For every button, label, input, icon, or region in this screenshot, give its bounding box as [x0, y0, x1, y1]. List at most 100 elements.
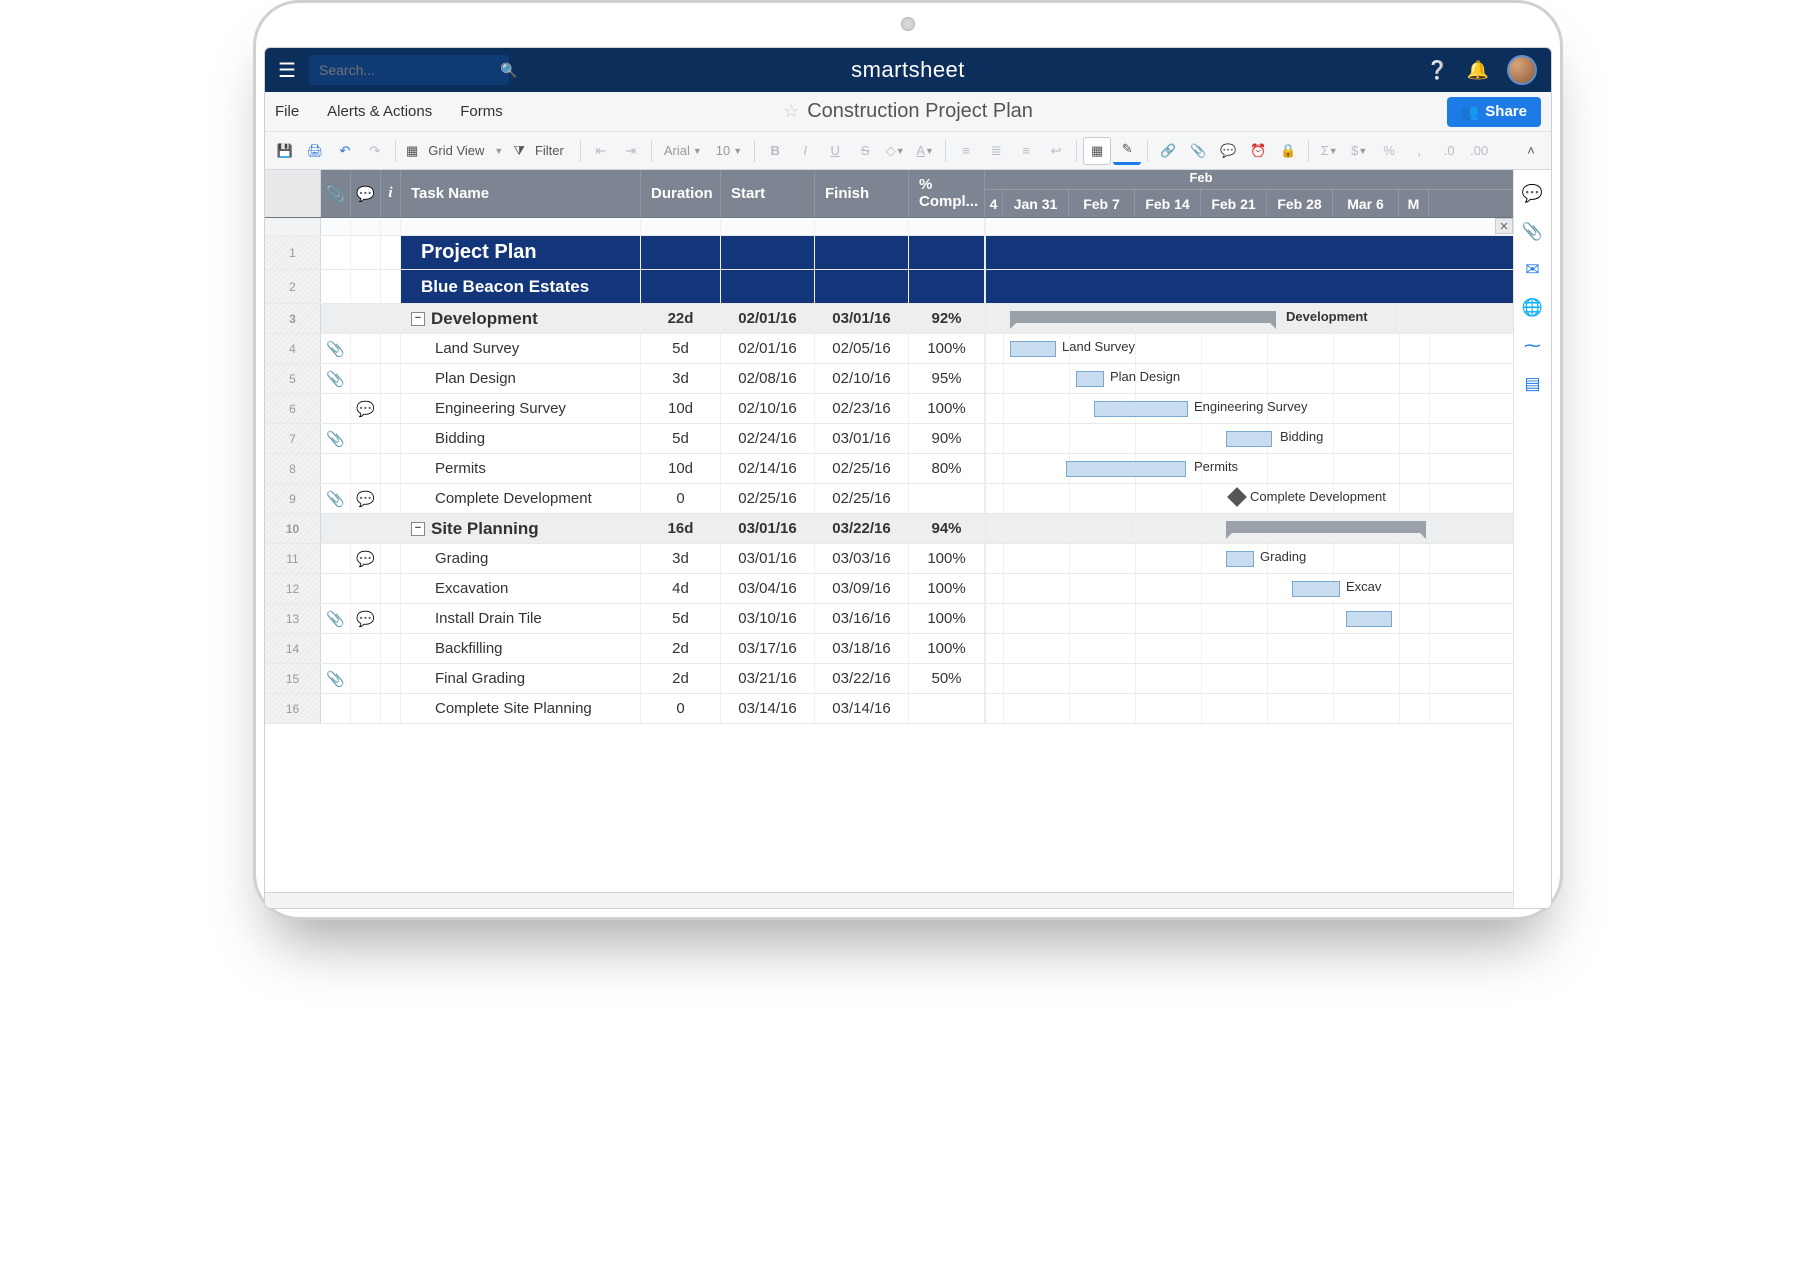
- search-box[interactable]: 🔍: [309, 55, 509, 85]
- indent-icon[interactable]: ⇥: [617, 137, 645, 165]
- pct-cell[interactable]: 92%: [909, 304, 985, 333]
- align-right-icon[interactable]: ≡: [1012, 137, 1040, 165]
- pct-cell[interactable]: 90%: [909, 424, 985, 453]
- pct-cell[interactable]: 100%: [909, 634, 985, 663]
- start-header[interactable]: Start: [721, 170, 815, 217]
- duration-cell[interactable]: 5d: [641, 604, 721, 633]
- finish-cell[interactable]: 03/03/16: [815, 544, 909, 573]
- pct-cell[interactable]: [909, 236, 985, 269]
- menu-alerts[interactable]: Alerts & Actions: [327, 103, 432, 120]
- task-header[interactable]: Task Name: [401, 170, 641, 217]
- percent-icon[interactable]: %: [1375, 137, 1403, 165]
- pct-cell[interactable]: 94%: [909, 514, 985, 543]
- gantt-bar[interactable]: [1094, 401, 1188, 417]
- font-select[interactable]: Arial▼: [658, 143, 708, 158]
- start-cell[interactable]: 02/14/16: [721, 454, 815, 483]
- outdent-icon[interactable]: ⇤: [587, 137, 615, 165]
- rail-activity-icon[interactable]: ⁓: [1524, 336, 1541, 356]
- italic-icon[interactable]: I: [791, 137, 819, 165]
- duration-cell[interactable]: 2d: [641, 664, 721, 693]
- row-attach-cell[interactable]: 📎: [321, 424, 351, 453]
- gantt-summary-bar[interactable]: [1226, 521, 1426, 533]
- finish-cell[interactable]: 03/14/16: [815, 694, 909, 723]
- pct-cell[interactable]: 100%: [909, 604, 985, 633]
- dec-inc-icon[interactable]: .0: [1435, 137, 1463, 165]
- table-row[interactable]: 9📎💬Complete Development002/25/1602/25/16…: [265, 484, 1513, 514]
- table-row[interactable]: 1Project Plan: [265, 236, 1513, 270]
- rail-attach-icon[interactable]: 📎: [1522, 222, 1543, 242]
- start-cell[interactable]: [721, 270, 815, 303]
- wrap-icon[interactable]: ↩: [1042, 137, 1070, 165]
- gantt-bar[interactable]: [1346, 611, 1392, 627]
- finish-cell[interactable]: [815, 236, 909, 269]
- duration-cell[interactable]: 3d: [641, 364, 721, 393]
- table-row[interactable]: 13📎💬Install Drain Tile5d03/10/1603/16/16…: [265, 604, 1513, 634]
- bold-icon[interactable]: B: [761, 137, 789, 165]
- duration-cell[interactable]: 22d: [641, 304, 721, 333]
- start-cell[interactable]: 02/08/16: [721, 364, 815, 393]
- task-cell[interactable]: Bidding: [401, 424, 641, 453]
- align-left-icon[interactable]: ≡: [952, 137, 980, 165]
- avatar[interactable]: [1507, 55, 1537, 85]
- menu-forms[interactable]: Forms: [460, 103, 503, 120]
- finish-cell[interactable]: 03/22/16: [815, 514, 909, 543]
- start-cell[interactable]: 03/21/16: [721, 664, 815, 693]
- table-row[interactable]: 8Permits10d02/14/1602/25/1680%Permits: [265, 454, 1513, 484]
- duration-cell[interactable]: 10d: [641, 394, 721, 423]
- undo-icon[interactable]: ↶: [331, 137, 359, 165]
- task-cell[interactable]: Install Drain Tile: [401, 604, 641, 633]
- duration-cell[interactable]: 5d: [641, 424, 721, 453]
- finish-cell[interactable]: 02/25/16: [815, 484, 909, 513]
- sum-icon[interactable]: Σ▼: [1315, 137, 1343, 165]
- start-cell[interactable]: 02/01/16: [721, 304, 815, 333]
- duration-cell[interactable]: 16d: [641, 514, 721, 543]
- dec-dec-icon[interactable]: .00: [1465, 137, 1493, 165]
- pct-cell[interactable]: [909, 484, 985, 513]
- pct-cell[interactable]: 100%: [909, 334, 985, 363]
- gantt-bar[interactable]: [1226, 431, 1272, 447]
- task-cell[interactable]: Plan Design: [401, 364, 641, 393]
- close-gantt-icon[interactable]: ✕: [1495, 218, 1513, 234]
- table-row[interactable]: 12Excavation4d03/04/1603/09/16100%Excav: [265, 574, 1513, 604]
- start-cell[interactable]: 03/01/16: [721, 514, 815, 543]
- table-row[interactable]: 14Backfilling2d03/17/1603/18/16100%: [265, 634, 1513, 664]
- gantt-bar[interactable]: [1292, 581, 1340, 597]
- gantt-bar[interactable]: [1226, 551, 1254, 567]
- gantt-milestone[interactable]: [1227, 487, 1247, 507]
- table-row[interactable]: 15📎Final Grading2d03/21/1603/22/1650%: [265, 664, 1513, 694]
- table-row[interactable]: 11💬Grading3d03/01/1603/03/16100%Grading: [265, 544, 1513, 574]
- finish-cell[interactable]: 03/16/16: [815, 604, 909, 633]
- link-icon[interactable]: 🔗: [1154, 137, 1182, 165]
- strike-icon[interactable]: S: [851, 137, 879, 165]
- duration-cell[interactable]: [641, 270, 721, 303]
- gantt-bar[interactable]: [1010, 341, 1056, 357]
- start-cell[interactable]: 03/10/16: [721, 604, 815, 633]
- attach-icon[interactable]: 📎: [1184, 137, 1212, 165]
- thousands-icon[interactable]: ,: [1405, 137, 1433, 165]
- start-cell[interactable]: 02/01/16: [721, 334, 815, 363]
- finish-cell[interactable]: 02/23/16: [815, 394, 909, 423]
- finish-cell[interactable]: 02/05/16: [815, 334, 909, 363]
- table-row[interactable]: 7📎Bidding5d02/24/1603/01/1690%Bidding: [265, 424, 1513, 454]
- table-row[interactable]: 2Blue Beacon Estates: [265, 270, 1513, 304]
- search-input[interactable]: [319, 62, 500, 78]
- task-cell[interactable]: Land Survey: [401, 334, 641, 363]
- pct-cell[interactable]: [909, 694, 985, 723]
- pct-cell[interactable]: 80%: [909, 454, 985, 483]
- collapse-icon[interactable]: −: [411, 522, 425, 536]
- save-icon[interactable]: 💾: [271, 137, 299, 165]
- duration-cell[interactable]: 10d: [641, 454, 721, 483]
- collapse-toolbar-icon[interactable]: ˄: [1517, 137, 1545, 165]
- start-cell[interactable]: 02/24/16: [721, 424, 815, 453]
- task-cell[interactable]: Blue Beacon Estates: [401, 270, 641, 303]
- duration-cell[interactable]: [641, 236, 721, 269]
- bell-icon[interactable]: 🔔: [1467, 60, 1489, 81]
- redo-icon[interactable]: ↷: [361, 137, 389, 165]
- rail-summary-icon[interactable]: ▤: [1524, 374, 1540, 394]
- start-cell[interactable]: 03/04/16: [721, 574, 815, 603]
- row-attach-cell[interactable]: 📎: [321, 484, 351, 513]
- currency-icon[interactable]: $▼: [1345, 137, 1373, 165]
- print-icon[interactable]: 🖨: [301, 137, 329, 165]
- start-cell[interactable]: 02/25/16: [721, 484, 815, 513]
- start-cell[interactable]: 02/10/16: [721, 394, 815, 423]
